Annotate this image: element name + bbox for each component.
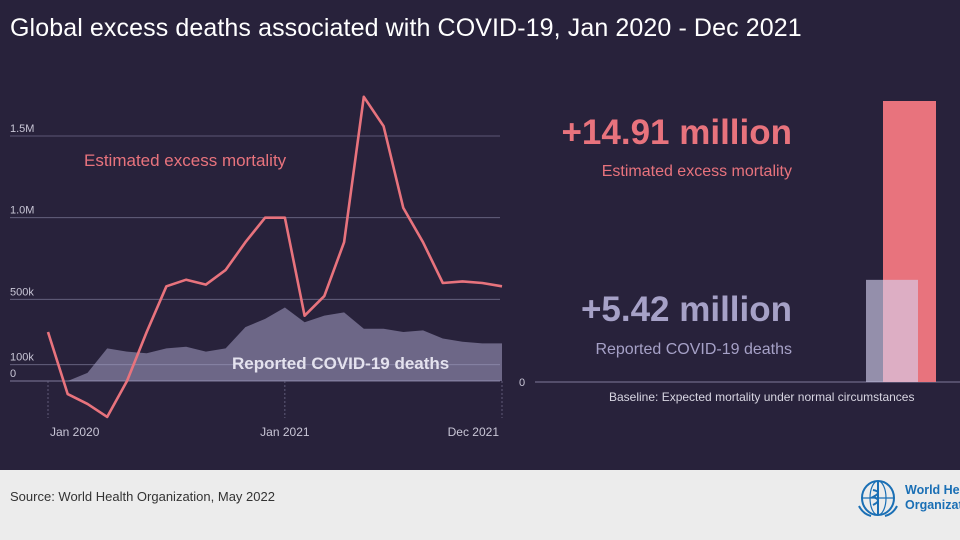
reported-deaths-area [48,307,502,381]
who-emblem-icon [858,480,898,517]
x-tick-label: Jan 2021 [260,425,310,439]
excess-mortality-line [46,95,503,419]
reported-deaths-bar [866,279,918,382]
x-tick-label: Jan 2020 [50,425,100,439]
who-logo: World Health Organization [855,478,960,518]
y-tick-label: 500k [10,286,34,298]
excess-total-value: +14.91 million [561,113,792,152]
y-tick-label: 1.0M [10,205,34,217]
reported-total-label: Reported COVID-19 deaths [595,341,792,358]
bar-axis-zero-label: 0 [519,377,525,389]
reported-total-value: +5.42 million [581,290,792,329]
excess-total-label: Estimated excess mortality [602,163,792,180]
who-logo-line2: Organization [905,498,960,512]
chart-canvas: 0 100k 500k 1.0M 1.5M Jan 2020 Jan 2021 Dec 20… [10,95,960,439]
y-tick-label: 1.5M [10,123,34,135]
baseline-label: Baseline: Expected mortality under norma… [609,390,914,404]
chart-stage: 0 100k 500k 1.0M 1.5M Jan 2020 Jan 2021 Dec 20… [0,0,960,470]
x-tick-label: Dec 2021 [448,425,500,439]
footer: Source: World Health Organization, May 2… [0,470,960,540]
y-tick-label: 0 [10,368,16,380]
source-note: Source: World Health Organization, May 2… [10,489,275,504]
y-tick-label: 100k [10,352,34,364]
who-logo-line1: World Health [905,483,960,497]
excess-series-label: Estimated excess mortality [84,151,287,170]
page-title: Global excess deaths associated with COV… [10,14,802,42]
reported-series-label: Reported COVID-19 deaths [232,354,449,373]
